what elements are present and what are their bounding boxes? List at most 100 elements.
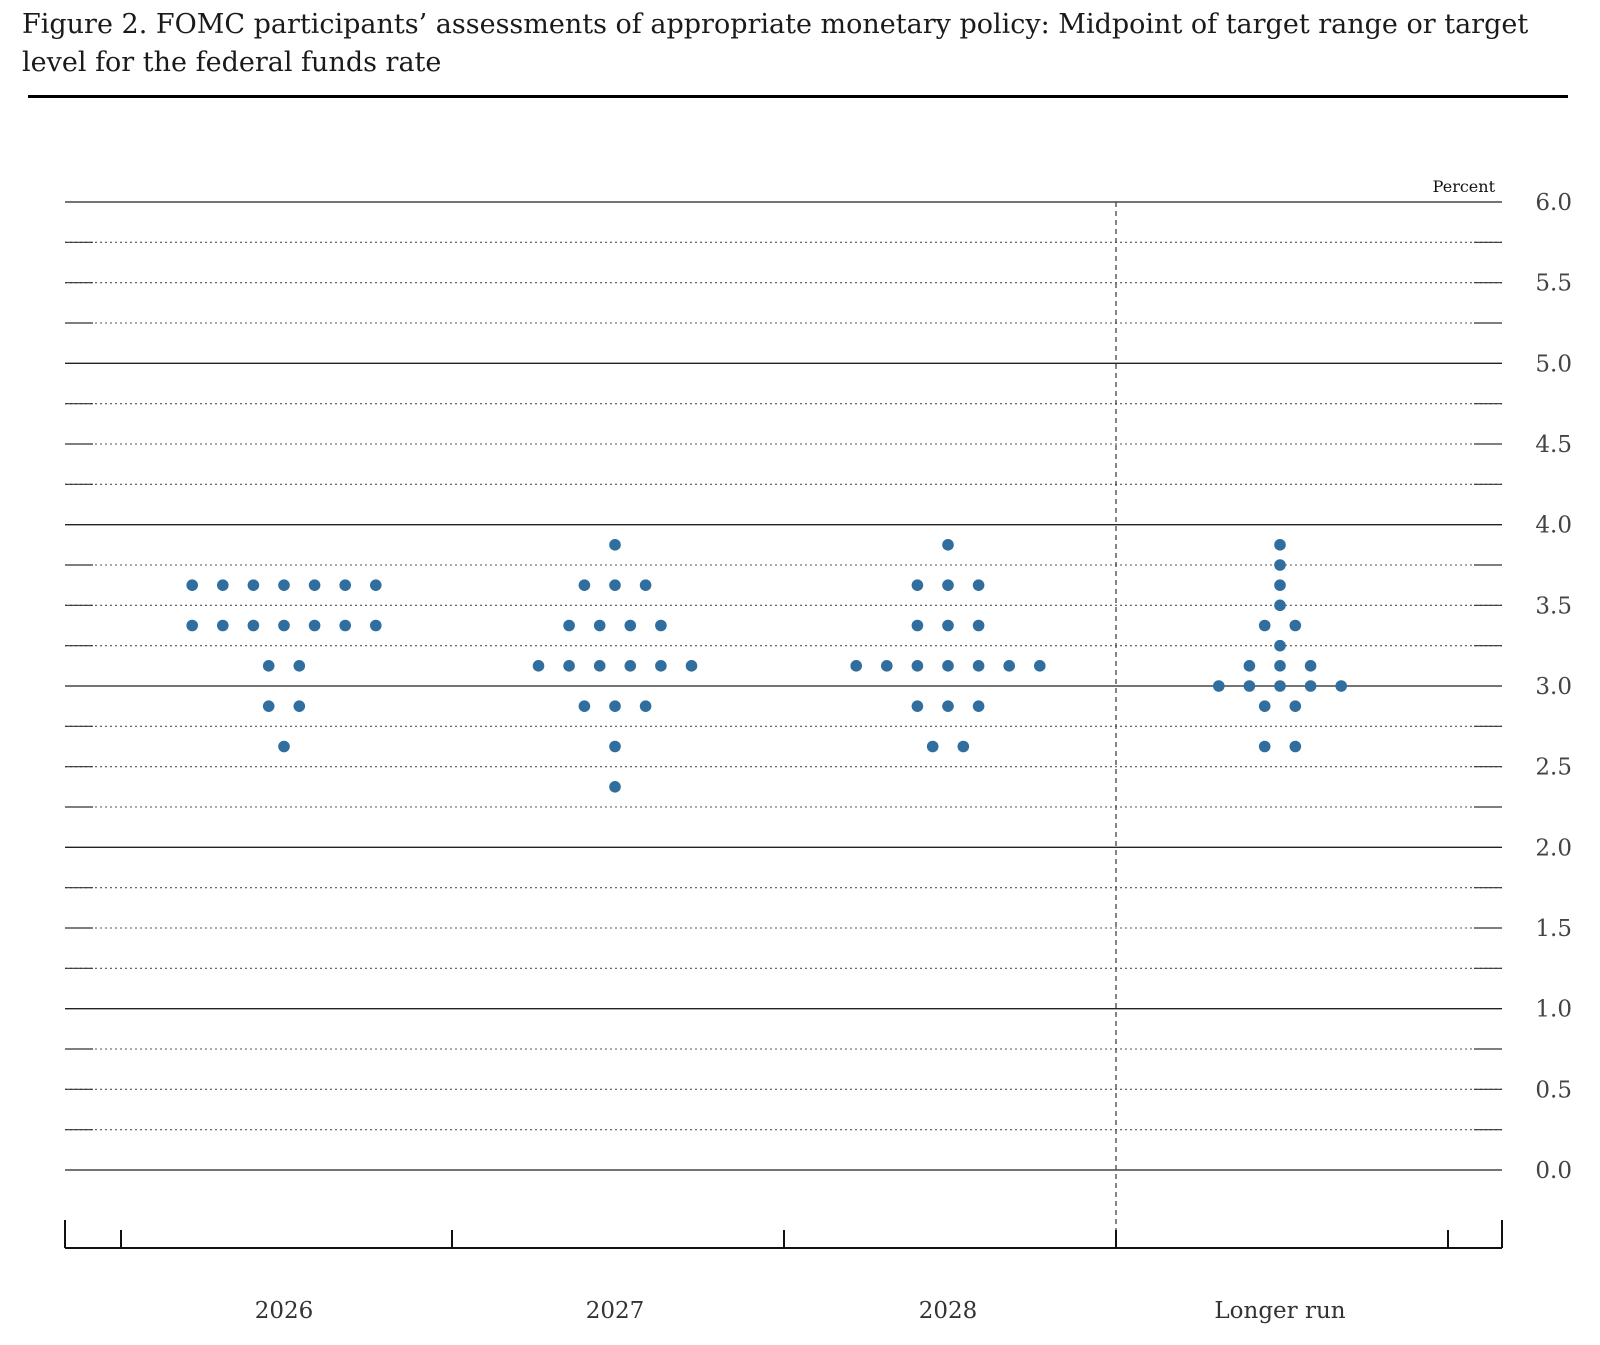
participant-dot (881, 660, 893, 672)
participant-dot (911, 700, 924, 712)
y-tick-label: 5.5 (1535, 271, 1572, 297)
participant-dot (339, 579, 352, 591)
participant-dot (1304, 660, 1317, 672)
participant-dot (262, 700, 275, 712)
y-tick-label: 0.0 (1535, 1158, 1572, 1184)
participant-dot (850, 660, 862, 672)
participant-dot (1274, 559, 1286, 571)
participant-dot (578, 579, 591, 591)
participant-dot (563, 660, 575, 672)
participant-dot (1289, 700, 1302, 712)
participant-dot (911, 660, 924, 672)
y-tick-label: 3.0 (1535, 674, 1572, 700)
participant-dot (972, 619, 985, 632)
y-tick-label: 4.0 (1535, 513, 1572, 539)
figure-title: Figure 2. FOMC participants’ assessments… (22, 9, 1529, 78)
participant-dot (339, 619, 352, 632)
participant-dot (1258, 700, 1271, 712)
participant-dot (593, 619, 606, 632)
participant-dot (685, 660, 698, 672)
participant-dot (1274, 639, 1286, 652)
title-rule (28, 95, 1568, 98)
participant-dot (308, 579, 321, 591)
y-tick-label: 6.0 (1535, 190, 1572, 216)
y-tick-label: 1.0 (1535, 997, 1572, 1023)
participant-dot (217, 579, 229, 591)
participant-dot (1274, 660, 1286, 672)
participant-dot (1289, 619, 1302, 632)
participant-dot (609, 740, 621, 753)
participant-dot (926, 740, 939, 753)
participant-dot (639, 700, 652, 712)
participant-dot (1274, 680, 1286, 692)
participant-dot (972, 660, 985, 672)
participant-dot (942, 660, 954, 672)
y-tick-label: 0.5 (1535, 1077, 1572, 1103)
category-label: 2028 (919, 1298, 978, 1324)
participant-dot (1289, 740, 1302, 753)
participant-dot (1274, 539, 1286, 551)
participant-dot (1003, 660, 1015, 672)
x-axis (64, 1220, 1503, 1249)
category-label: Longer run (1214, 1298, 1345, 1324)
y-tick-label: 1.5 (1535, 916, 1572, 942)
y-tick-label: 3.5 (1535, 593, 1572, 619)
participant-dot (911, 579, 924, 591)
participant-dot (1243, 680, 1256, 692)
participant-dot (1274, 579, 1286, 591)
grid-lines (65, 201, 1502, 1171)
dots (186, 539, 1347, 793)
participant-dot (655, 619, 667, 632)
y-tick-labels: 6.0 5.5 5.0 4.5 4.0 3.5 3.0 2.5 2.0 1.5 1.0 0.5 0.0 (1535, 190, 1572, 1184)
participant-dot (1258, 740, 1271, 753)
participant-dot (278, 619, 290, 632)
y-tick-label: 4.5 (1535, 432, 1572, 458)
participant-dot (609, 579, 621, 591)
participant-dot (293, 700, 306, 712)
participant-dot (624, 660, 637, 672)
y-unit-label: Percent (1433, 177, 1496, 196)
participant-dot (370, 579, 382, 591)
participant-dot (1304, 680, 1317, 692)
participant-dot (578, 700, 591, 712)
category-labels: 2026 2027 2028 Longer run (255, 1298, 1346, 1324)
participant-dot (609, 539, 621, 551)
participant-dot (1335, 680, 1347, 692)
participant-dot (293, 660, 306, 672)
participant-dot (247, 619, 260, 632)
participant-dot (942, 700, 954, 712)
participant-dot (942, 539, 954, 551)
participant-dot (972, 700, 985, 712)
participant-dot (911, 619, 924, 632)
participant-dot (262, 660, 275, 672)
y-tick-label: 5.0 (1535, 351, 1572, 377)
participant-dot (942, 619, 954, 632)
participant-dot (563, 619, 575, 632)
participant-dot (655, 660, 667, 672)
participant-dot (639, 579, 652, 591)
participant-dot (624, 619, 637, 632)
participant-dot (1243, 660, 1256, 672)
participant-dot (957, 740, 970, 753)
participant-dot (217, 619, 229, 632)
participant-dot (1213, 680, 1225, 692)
participant-dot (247, 579, 260, 591)
category-label: 2026 (255, 1298, 314, 1324)
participant-dot (1274, 599, 1286, 612)
participant-dot (972, 579, 985, 591)
participant-dot (532, 660, 545, 672)
y-tick-label: 2.5 (1535, 755, 1572, 781)
participant-dot (308, 619, 321, 632)
participant-dot (942, 579, 954, 591)
participant-dot (609, 781, 621, 793)
y-tick-label: 2.0 (1535, 835, 1572, 861)
participant-dot (370, 619, 382, 632)
participant-dot (278, 579, 290, 591)
participant-dot (1258, 619, 1271, 632)
participant-dot (1034, 660, 1046, 672)
participant-dot (186, 619, 198, 632)
participant-dot (609, 700, 621, 712)
participant-dot (593, 660, 606, 672)
participant-dot (278, 740, 290, 753)
